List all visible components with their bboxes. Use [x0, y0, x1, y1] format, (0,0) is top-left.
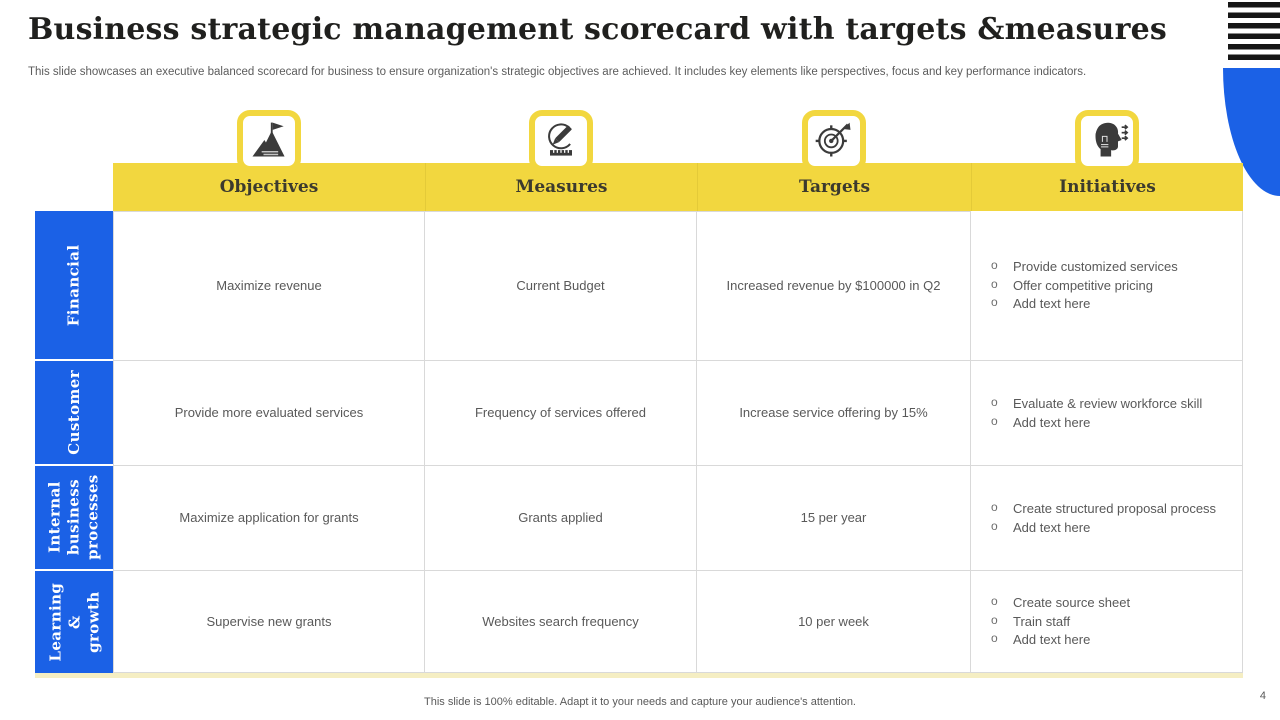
initiative-item: Evaluate & review workforce skill	[989, 394, 1202, 413]
page-number: 4	[1259, 690, 1266, 702]
initiatives-list: Provide customized servicesOffer competi…	[989, 257, 1178, 314]
cell-target: 10 per week	[697, 571, 971, 673]
table-bottom-accent	[35, 673, 1243, 678]
initiatives-list: Create source sheetTrain staffAdd text h…	[989, 593, 1130, 650]
row-label-learning-growth: Learning & growth	[35, 571, 113, 673]
row-label-customer: Customer	[35, 361, 113, 466]
row-label-financial: Financial	[35, 211, 113, 361]
cell-target: 15 per year	[697, 466, 971, 571]
cell-objective: Maximize revenue	[113, 211, 425, 361]
cell-measure: Current Budget	[425, 211, 697, 361]
initiative-item: Create structured proposal process	[989, 499, 1216, 518]
cell-measure: Frequency of services offered	[425, 361, 697, 466]
initiative-item: Add text here	[989, 294, 1178, 313]
target-arrow-icon	[802, 110, 866, 172]
cell-target: Increase service offering by 15%	[697, 361, 971, 466]
table-corner-spacer	[35, 163, 113, 211]
cell-initiatives: Evaluate & review workforce skillAdd tex…	[971, 361, 1243, 466]
cell-objective: Supervise new grants	[113, 571, 425, 673]
row-label-text: Learning & growth	[45, 582, 102, 662]
initiative-item: Provide customized services	[989, 257, 1178, 276]
pencil-measure-icon	[529, 110, 593, 172]
initiatives-list: Evaluate & review workforce skillAdd tex…	[989, 394, 1202, 432]
cell-initiatives: Provide customized servicesOffer competi…	[971, 211, 1243, 361]
page-title: Business strategic management scorecard …	[28, 12, 1167, 47]
cell-objective: Provide more evaluated services	[113, 361, 425, 466]
mountain-flag-icon	[237, 110, 301, 172]
row-label-text: Financial	[64, 244, 83, 326]
cell-initiatives: Create source sheetTrain staffAdd text h…	[971, 571, 1243, 673]
footer-note: This slide is 100% editable. Adapt it to…	[424, 696, 856, 708]
initiative-item: Train staff	[989, 612, 1130, 631]
idea-head-icon	[1075, 110, 1139, 172]
cell-measure: Grants applied	[425, 466, 697, 571]
initiative-item: Create source sheet	[989, 593, 1130, 612]
row-label-internal-business-processes: Internal business processes	[35, 466, 113, 571]
scorecard-table: Objectives Measures Targets Initiatives …	[35, 163, 1243, 678]
page-subtitle: This slide showcases an executive balanc…	[28, 66, 1087, 78]
initiative-item: Add text here	[989, 413, 1202, 432]
cell-objective: Maximize application for grants	[113, 466, 425, 571]
initiative-item: Add text here	[989, 518, 1216, 537]
cell-target: Increased revenue by $100000 in Q2	[697, 211, 971, 361]
cell-measure: Websites search frequency	[425, 571, 697, 673]
cell-initiatives: Create structured proposal processAdd te…	[971, 466, 1243, 571]
initiative-item: Offer competitive pricing	[989, 276, 1178, 295]
row-label-text: Internal business processes	[45, 474, 102, 561]
stripes-decoration	[1228, 2, 1280, 63]
initiative-item: Add text here	[989, 630, 1130, 649]
initiatives-list: Create structured proposal processAdd te…	[989, 499, 1216, 537]
row-label-text: Customer	[64, 370, 83, 455]
